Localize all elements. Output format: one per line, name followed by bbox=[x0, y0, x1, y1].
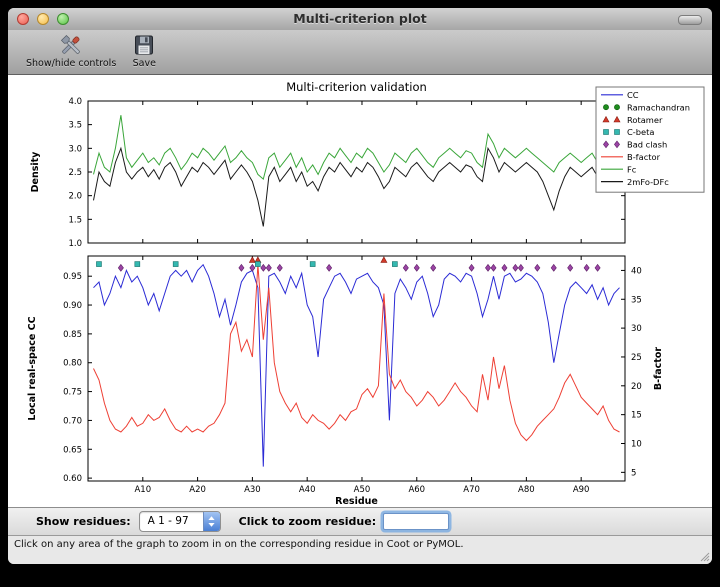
svg-text:25: 25 bbox=[631, 353, 642, 363]
series-Fc bbox=[93, 115, 620, 181]
multi-criterion-plot[interactable]: 1.0 1.5 2.0 2.5 3.0 3.5 4.0 Multi-criterion val… bbox=[8, 75, 712, 507]
svg-text:4.0: 4.0 bbox=[68, 97, 82, 107]
residue-range-value: A 1 - 97 bbox=[147, 515, 189, 527]
svg-text:C-beta: C-beta bbox=[627, 127, 655, 137]
residue-range-select[interactable]: A 1 - 97 bbox=[138, 511, 221, 532]
toolbar-toggle-button[interactable] bbox=[678, 15, 702, 25]
svg-text:Local real-space CC: Local real-space CC bbox=[27, 316, 38, 420]
maximize-button[interactable] bbox=[57, 13, 69, 25]
toolbar: Show/hide controls Save bbox=[8, 30, 712, 75]
svg-text:A90: A90 bbox=[573, 485, 590, 495]
status-text: Click on any area of the graph to zoom i… bbox=[14, 539, 464, 550]
svg-text:5: 5 bbox=[631, 468, 636, 478]
svg-text:B-factor: B-factor bbox=[627, 152, 661, 162]
zoom-residue-input[interactable] bbox=[383, 513, 450, 530]
svg-text:30: 30 bbox=[631, 324, 642, 334]
minimize-button[interactable] bbox=[37, 13, 49, 25]
svg-text:3.0: 3.0 bbox=[68, 144, 82, 154]
svg-text:0.75: 0.75 bbox=[63, 388, 82, 398]
combo-stepper-icon bbox=[202, 512, 220, 531]
controls-bar: Show residues: A 1 - 97 Click to zoom re… bbox=[8, 507, 712, 535]
cc-bfactor-plot[interactable]: 0.60 0.65 0.70 0.75 0.80 0.85 0.90 0.95 5 10 15 20 2… bbox=[63, 255, 642, 495]
svg-text:35: 35 bbox=[631, 295, 642, 305]
app-window: Multi-criterion plot Show/hide controls bbox=[8, 8, 712, 564]
svg-text:2mFo-DFc: 2mFo-DFc bbox=[627, 177, 669, 187]
close-button[interactable] bbox=[17, 13, 29, 25]
markers-square bbox=[96, 261, 398, 267]
svg-text:0.95: 0.95 bbox=[63, 272, 82, 282]
svg-text:40: 40 bbox=[631, 266, 642, 276]
svg-text:A30: A30 bbox=[244, 485, 261, 495]
svg-text:B-factor: B-factor bbox=[653, 347, 664, 390]
svg-text:A70: A70 bbox=[463, 485, 480, 495]
window-title: Multi-criterion plot bbox=[293, 11, 427, 26]
titlebar[interactable]: Multi-criterion plot bbox=[8, 8, 712, 31]
svg-text:1.5: 1.5 bbox=[68, 215, 82, 225]
traffic-lights bbox=[17, 13, 69, 25]
density-plot[interactable]: 1.0 1.5 2.0 2.5 3.0 3.5 4.0 bbox=[68, 97, 626, 249]
svg-text:Rotamer: Rotamer bbox=[627, 115, 663, 125]
svg-text:0.60: 0.60 bbox=[63, 474, 82, 484]
save-icon bbox=[135, 35, 154, 55]
show-residues-label: Show residues: bbox=[36, 515, 131, 528]
svg-text:2.5: 2.5 bbox=[68, 168, 82, 178]
svg-text:10: 10 bbox=[631, 440, 642, 450]
show-hide-controls-button[interactable]: Show/hide controls bbox=[18, 33, 124, 70]
tool-label: Save bbox=[132, 58, 156, 69]
svg-text:Bad clash: Bad clash bbox=[627, 140, 667, 150]
svg-text:0.85: 0.85 bbox=[63, 330, 82, 340]
svg-text:2.0: 2.0 bbox=[68, 192, 82, 202]
up-down-arrows-icon bbox=[208, 516, 215, 527]
svg-text:A10: A10 bbox=[134, 485, 151, 495]
zoom-residue-label: Click to zoom residue: bbox=[238, 515, 377, 528]
series-2mFo-DFc bbox=[93, 146, 620, 227]
svg-text:0.70: 0.70 bbox=[63, 416, 82, 426]
series-CC bbox=[93, 263, 620, 467]
save-button[interactable]: Save bbox=[124, 33, 164, 70]
svg-text:A60: A60 bbox=[408, 485, 425, 495]
markers-diamond bbox=[117, 263, 601, 272]
svg-text:Multi-criterion validation: Multi-criterion validation bbox=[286, 80, 427, 94]
svg-text:3.5: 3.5 bbox=[68, 121, 82, 131]
show-hide-controls-icon bbox=[61, 34, 80, 54]
svg-text:0.90: 0.90 bbox=[63, 301, 82, 311]
svg-text:Fc: Fc bbox=[627, 164, 637, 174]
svg-text:Ramachandran: Ramachandran bbox=[627, 102, 690, 112]
status-bar: Click on any area of the graph to zoom i… bbox=[8, 535, 712, 564]
svg-text:A50: A50 bbox=[354, 485, 371, 495]
svg-text:Density: Density bbox=[30, 151, 41, 193]
svg-text:CC: CC bbox=[627, 90, 639, 100]
figure-area: 1.0 1.5 2.0 2.5 3.0 3.5 4.0 Multi-criterion val… bbox=[8, 75, 712, 507]
svg-text:Residue: Residue bbox=[335, 496, 378, 507]
svg-text:15: 15 bbox=[631, 411, 642, 421]
tool-label: Show/hide controls bbox=[26, 58, 117, 69]
series-B-factor bbox=[93, 264, 620, 442]
svg-text:0.80: 0.80 bbox=[63, 359, 82, 369]
resize-grip[interactable] bbox=[698, 550, 710, 562]
plot-legend: CC Ramachandran Rotamer C-beta Bad clash B-fa… bbox=[595, 86, 705, 193]
svg-text:A40: A40 bbox=[299, 485, 316, 495]
svg-text:20: 20 bbox=[631, 382, 642, 392]
svg-text:0.65: 0.65 bbox=[63, 445, 82, 455]
svg-text:1.0: 1.0 bbox=[68, 239, 82, 249]
svg-text:A20: A20 bbox=[189, 485, 206, 495]
svg-text:A80: A80 bbox=[518, 485, 535, 495]
